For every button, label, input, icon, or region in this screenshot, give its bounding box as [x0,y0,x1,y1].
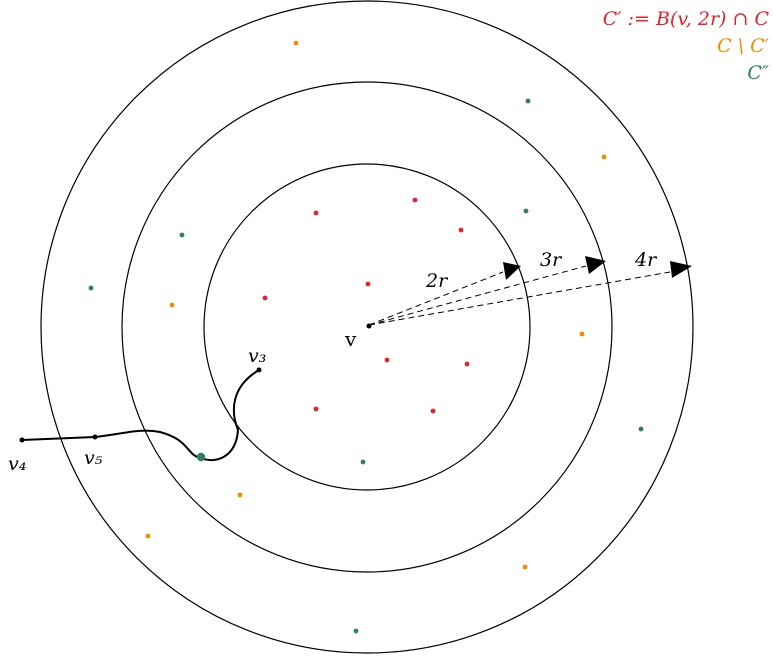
point-orange [237,492,243,498]
legend: C′ := B(v, 2r) ∩ C C \ C′ C″ [603,6,769,87]
radius-arrow-3r [368,265,587,326]
point-orange [601,154,607,160]
radius-label-2r: 2r [425,270,449,292]
point-red [430,408,436,414]
radius-label-4r: 4r [634,249,658,271]
point-green [360,459,366,465]
point-orange [145,533,151,539]
radius-label-3r: 3r [540,249,563,271]
vertex-v5 [92,434,98,440]
vertex-v4 [19,437,25,443]
labels: v 2r 3r 4r v₃ v₅ v₄ [8,249,658,475]
point-red [262,295,268,301]
vertex-v [366,323,372,329]
point-green [523,208,529,214]
point-red [464,361,470,367]
circle-radius-3r [121,81,613,573]
point-red [412,197,418,203]
vertex-label-v4: v₄ [8,453,26,475]
point-red [313,406,319,412]
legend-item-c-double-prime: C″ [747,62,769,84]
point-green [88,285,94,291]
center-label: v [344,327,357,351]
path-vertices [19,323,372,462]
point-orange [293,40,299,46]
vertex-label-v3: v₃ [248,345,266,367]
point-green [638,426,644,432]
point-orange [522,564,528,570]
intersection-point [196,452,206,462]
legend-item-c-minus-c-prime: C \ C′ [717,35,769,57]
vertex-label-v5: v₅ [84,447,103,469]
point-orange [169,302,175,308]
vertex-v3 [256,367,262,373]
arrowhead-4r [670,261,692,278]
point-orange [579,331,585,337]
point-set [88,40,644,634]
path-curve [21,369,260,462]
point-green [179,232,185,238]
radius-arrow-4r [368,271,671,326]
concentric-circles [40,0,694,654]
point-green [353,628,359,634]
arrowhead-3r [585,256,606,274]
legend-item-c-prime: C′ := B(v, 2r) ∩ C [602,8,769,30]
point-red [458,227,464,233]
radius-arrows [368,256,692,326]
circle-radius-4r [40,0,694,654]
circle-radius-2r [203,163,531,491]
radius-arrow-2r [368,271,504,326]
point-red [365,281,371,287]
path-v3-to-v4 [21,369,260,462]
point-red [313,210,319,216]
point-red [384,357,390,363]
arrowhead-2r [503,262,521,280]
point-green [525,98,531,104]
